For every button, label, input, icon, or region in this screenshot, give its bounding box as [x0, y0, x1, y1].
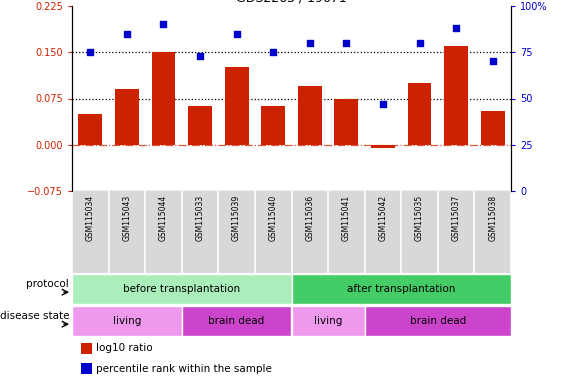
- Text: GSM115044: GSM115044: [159, 195, 168, 242]
- Bar: [72, 306, 182, 336]
- Bar: [298, 86, 321, 145]
- Text: brain dead: brain dead: [208, 316, 265, 326]
- Bar: [182, 306, 292, 336]
- Text: living: living: [113, 316, 141, 326]
- Text: GSM115034: GSM115034: [86, 195, 95, 242]
- Point: [488, 58, 497, 65]
- Bar: [188, 106, 212, 145]
- Text: GSM115033: GSM115033: [195, 195, 204, 242]
- Text: protocol: protocol: [26, 279, 69, 289]
- Point: [415, 40, 424, 46]
- Bar: [81, 343, 92, 354]
- Bar: [334, 99, 358, 145]
- Text: GSM115043: GSM115043: [122, 195, 131, 242]
- Point: [452, 25, 461, 31]
- Text: brain dead: brain dead: [410, 316, 466, 326]
- Text: living: living: [314, 316, 342, 326]
- Point: [378, 101, 387, 107]
- Bar: [481, 111, 504, 145]
- Bar: [408, 83, 431, 145]
- Title: GDS2263 / 19671: GDS2263 / 19671: [236, 0, 347, 5]
- Bar: [225, 67, 248, 145]
- Text: GSM115042: GSM115042: [378, 195, 387, 241]
- Text: GSM115041: GSM115041: [342, 195, 351, 241]
- Bar: [371, 145, 395, 148]
- Point: [342, 40, 351, 46]
- Bar: [81, 362, 92, 374]
- Bar: [444, 46, 468, 145]
- Text: GSM115036: GSM115036: [305, 195, 314, 242]
- Text: disease state: disease state: [0, 311, 69, 321]
- Bar: [151, 52, 175, 145]
- Text: GSM115038: GSM115038: [488, 195, 497, 241]
- Bar: [72, 274, 292, 304]
- Point: [122, 31, 131, 37]
- Point: [195, 53, 204, 59]
- Text: after transplantation: after transplantation: [347, 284, 455, 294]
- Point: [269, 49, 278, 55]
- Bar: [115, 89, 138, 145]
- Text: percentile rank within the sample: percentile rank within the sample: [96, 364, 272, 374]
- Point: [305, 40, 314, 46]
- Text: GSM115035: GSM115035: [415, 195, 424, 242]
- Bar: [292, 274, 511, 304]
- Bar: [292, 306, 365, 336]
- Bar: [261, 106, 285, 145]
- Bar: [365, 306, 511, 336]
- Point: [232, 31, 241, 37]
- Text: GSM115039: GSM115039: [232, 195, 241, 242]
- Text: log10 ratio: log10 ratio: [96, 343, 153, 353]
- Text: GSM115040: GSM115040: [269, 195, 278, 242]
- Point: [159, 22, 168, 28]
- Text: GSM115037: GSM115037: [452, 195, 461, 242]
- Bar: [78, 114, 102, 145]
- Text: before transplantation: before transplantation: [123, 284, 240, 294]
- Point: [86, 49, 95, 55]
